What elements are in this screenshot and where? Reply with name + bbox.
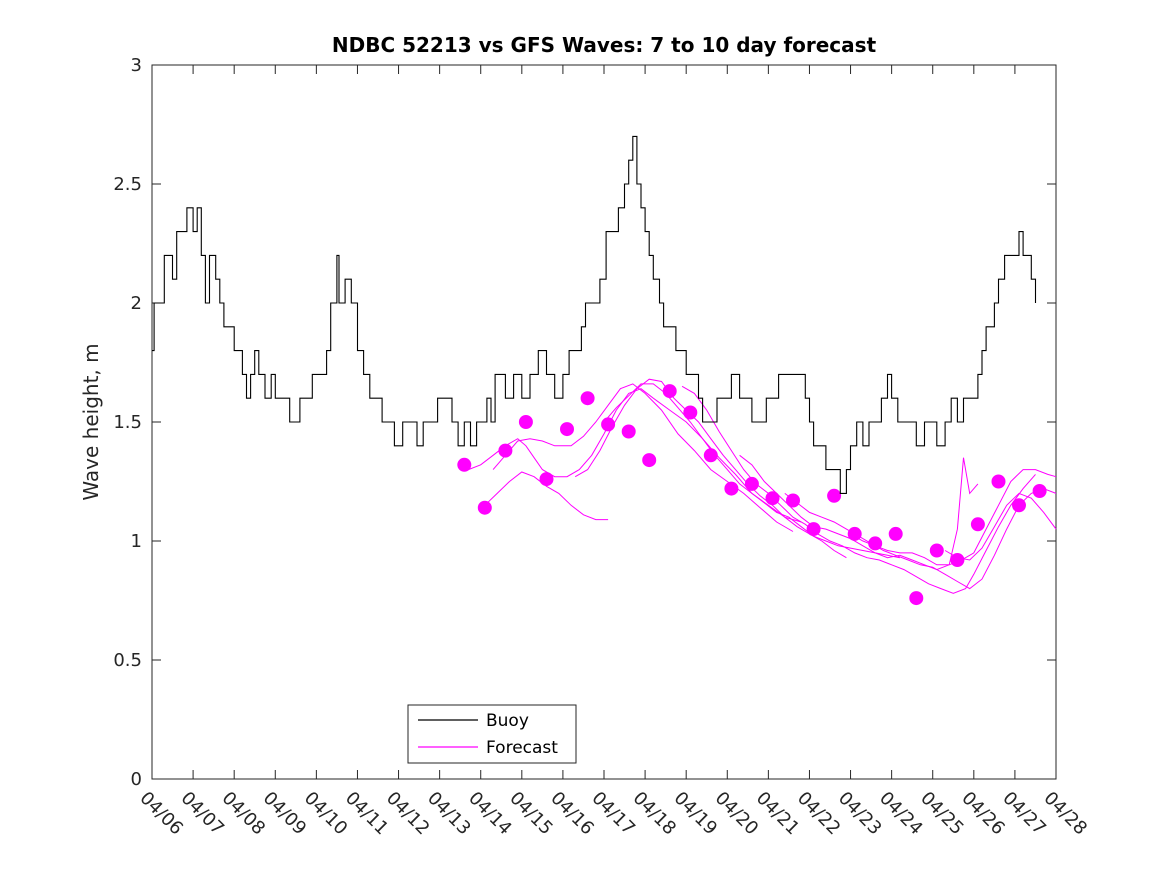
forecast-marker <box>786 493 800 508</box>
forecast-marker <box>847 526 862 541</box>
chart-title: NDBC 52213 vs GFS Waves: 7 to 10 day for… <box>332 33 877 57</box>
forecast-marker <box>1012 498 1026 513</box>
forecast-marker <box>950 553 965 567</box>
forecast-marker <box>929 543 944 558</box>
forecast-marker <box>703 448 718 463</box>
forecast-marker <box>518 415 533 429</box>
forecast-marker <box>683 405 698 420</box>
forecast-marker <box>642 453 657 468</box>
y-tick-label: 0 <box>131 769 142 790</box>
y-axis-title: Wave height, m <box>79 343 103 500</box>
forecast-marker <box>601 417 616 432</box>
forecast-marker <box>744 476 759 491</box>
series-layer <box>152 135 1057 606</box>
forecast-marker <box>662 384 677 399</box>
forecast-run-6 <box>681 385 1036 594</box>
forecast-marker <box>991 474 1006 489</box>
forecast-marker <box>560 422 574 437</box>
forecast-marker <box>621 424 636 439</box>
forecast-marker <box>970 517 985 532</box>
y-tick-label: 0.5 <box>113 650 142 671</box>
forecast-marker <box>806 522 821 537</box>
forecast-marker <box>827 488 842 503</box>
y-axis: 0 0.5 1 1.5 2 2.5 3 <box>113 55 1056 790</box>
forecast-marker <box>580 391 595 406</box>
forecast-run-8 <box>784 488 1057 590</box>
forecast-marker <box>765 491 780 506</box>
forecast-marker <box>888 526 903 541</box>
forecast-marker <box>477 500 492 515</box>
y-tick-label: 1 <box>131 531 142 552</box>
y-tick-label: 3 <box>131 55 142 76</box>
forecast-marker <box>909 591 924 606</box>
legend: Buoy Forecast <box>407 704 577 764</box>
legend-buoy-label: Buoy <box>486 711 529 731</box>
forecast-marker <box>868 536 883 551</box>
legend-forecast-label: Forecast <box>486 738 558 758</box>
y-tick-label: 2 <box>131 293 142 314</box>
buoy-line <box>152 135 1037 494</box>
y-tick-label: 2.5 <box>113 174 142 195</box>
forecast-run-2 <box>484 471 609 521</box>
forecast-marker <box>457 457 472 472</box>
forecast-run-7 <box>739 454 979 571</box>
forecast-marker <box>1032 484 1047 498</box>
legend-box <box>407 704 577 764</box>
forecast-marker <box>498 443 513 458</box>
forecast-run-4 <box>574 378 847 559</box>
forecast-marker <box>724 481 739 496</box>
y-tick-label: 1.5 <box>113 412 142 433</box>
forecast-run-5 <box>603 383 900 559</box>
forecast-marker <box>539 472 554 487</box>
